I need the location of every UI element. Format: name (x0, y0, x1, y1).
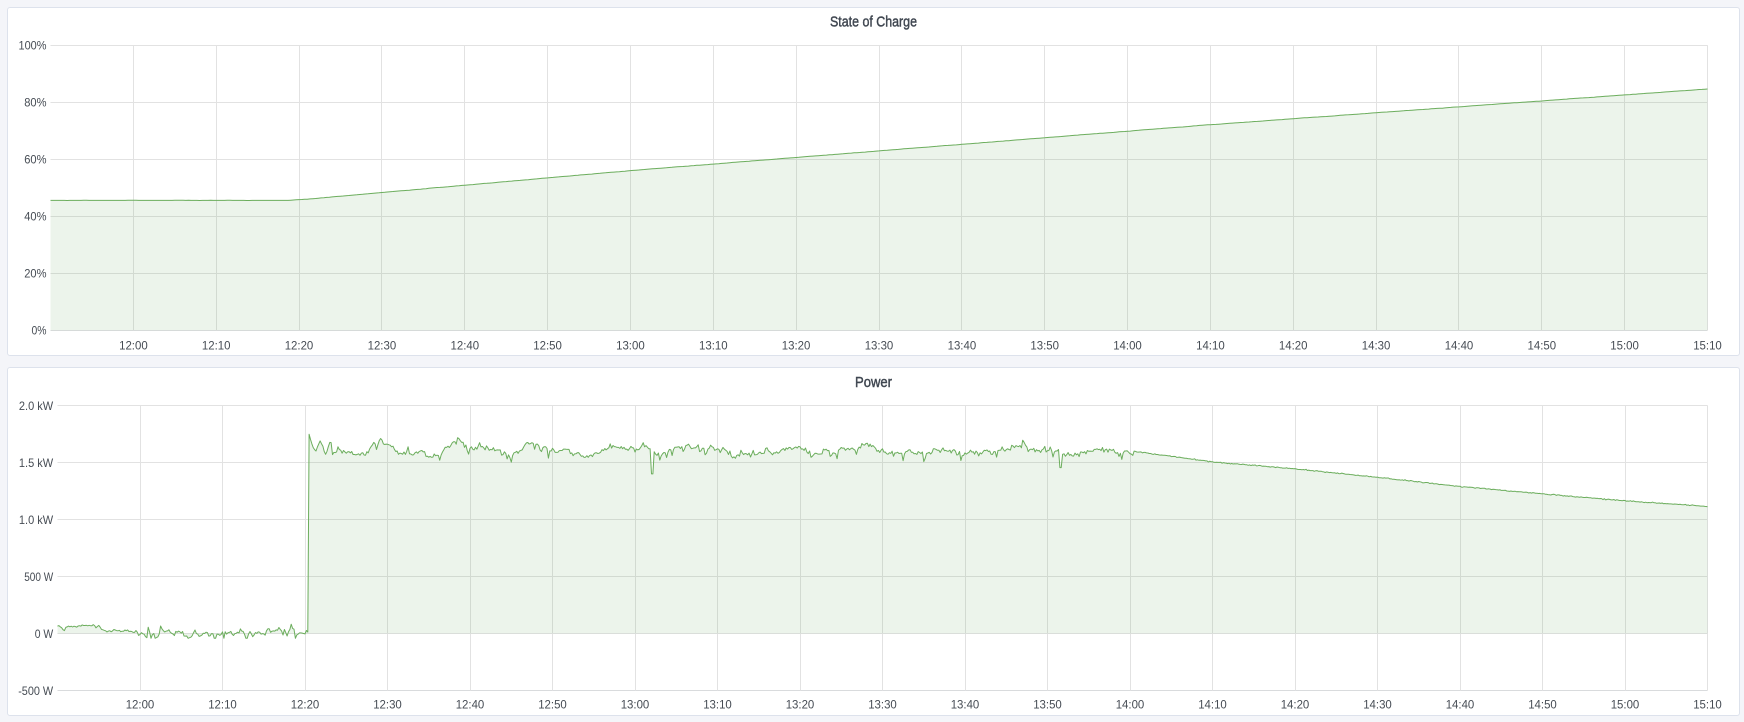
svg-text:12:00: 12:00 (119, 338, 148, 352)
svg-text:15:00: 15:00 (1610, 338, 1639, 352)
svg-text:15:10: 15:10 (1693, 698, 1722, 712)
svg-text:13:00: 13:00 (616, 338, 645, 352)
svg-text:13:00: 13:00 (621, 698, 650, 712)
svg-text:-500 W: -500 W (18, 684, 54, 698)
svg-text:60%: 60% (24, 153, 47, 167)
svg-text:1.0 kW: 1.0 kW (19, 513, 54, 527)
svg-text:13:30: 13:30 (868, 698, 897, 712)
svg-text:State of Charge: State of Charge (830, 14, 917, 31)
svg-text:13:50: 13:50 (1030, 338, 1059, 352)
svg-text:14:00: 14:00 (1113, 338, 1142, 352)
svg-text:14:30: 14:30 (1363, 698, 1392, 712)
svg-text:14:50: 14:50 (1528, 338, 1557, 352)
svg-text:12:30: 12:30 (368, 338, 397, 352)
svg-text:13:20: 13:20 (782, 338, 811, 352)
svg-text:13:30: 13:30 (865, 338, 894, 352)
svg-text:13:40: 13:40 (951, 698, 980, 712)
svg-text:14:20: 14:20 (1279, 338, 1308, 352)
svg-text:20%: 20% (24, 267, 47, 281)
svg-text:14:10: 14:10 (1196, 338, 1225, 352)
svg-text:14:30: 14:30 (1362, 338, 1391, 352)
svg-text:14:10: 14:10 (1198, 698, 1227, 712)
svg-text:500 W: 500 W (24, 570, 54, 584)
svg-text:2.0 kW: 2.0 kW (19, 399, 54, 413)
svg-text:0 W: 0 W (35, 627, 54, 641)
svg-text:0%: 0% (32, 324, 47, 338)
svg-text:12:10: 12:10 (208, 698, 237, 712)
svg-text:Power: Power (855, 374, 892, 391)
svg-text:12:10: 12:10 (202, 338, 231, 352)
svg-text:14:50: 14:50 (1528, 698, 1557, 712)
svg-text:13:40: 13:40 (948, 338, 977, 352)
svg-text:12:20: 12:20 (285, 338, 314, 352)
svg-text:13:10: 13:10 (703, 698, 732, 712)
svg-text:100%: 100% (19, 39, 47, 53)
svg-text:12:50: 12:50 (533, 338, 562, 352)
svg-text:12:40: 12:40 (456, 698, 485, 712)
svg-text:12:20: 12:20 (291, 698, 320, 712)
svg-text:14:00: 14:00 (1116, 698, 1145, 712)
svg-text:15:10: 15:10 (1693, 338, 1722, 352)
svg-text:12:00: 12:00 (126, 698, 155, 712)
svg-text:15:00: 15:00 (1611, 698, 1640, 712)
svg-text:13:50: 13:50 (1033, 698, 1062, 712)
svg-text:13:10: 13:10 (699, 338, 728, 352)
svg-text:14:40: 14:40 (1445, 338, 1474, 352)
svg-text:12:30: 12:30 (373, 698, 402, 712)
svg-text:80%: 80% (24, 96, 47, 110)
svg-text:14:40: 14:40 (1446, 698, 1475, 712)
svg-text:12:50: 12:50 (538, 698, 567, 712)
svg-text:13:20: 13:20 (786, 698, 815, 712)
svg-text:12:40: 12:40 (451, 338, 480, 352)
svg-text:14:20: 14:20 (1281, 698, 1310, 712)
svg-text:1.5 kW: 1.5 kW (19, 456, 54, 470)
svg-text:40%: 40% (24, 210, 47, 224)
